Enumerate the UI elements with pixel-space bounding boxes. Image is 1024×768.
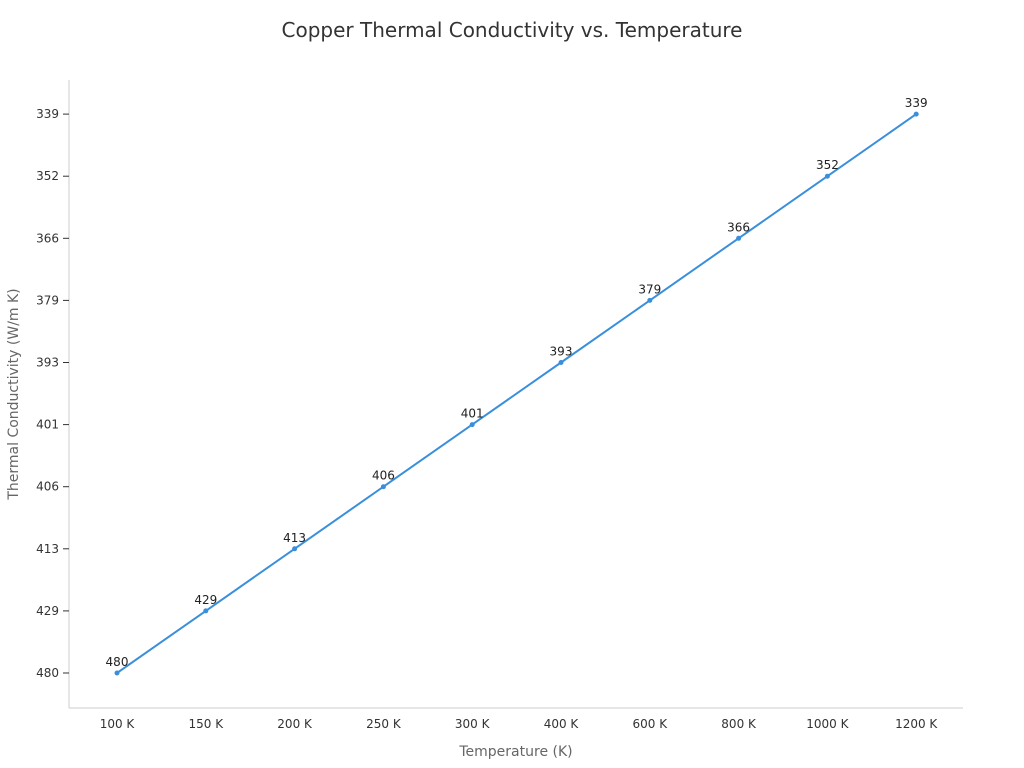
x-tick-label: 100 K bbox=[100, 717, 136, 731]
data-point bbox=[824, 173, 830, 179]
data-point bbox=[114, 670, 120, 676]
x-tick-label: 800 K bbox=[721, 717, 757, 731]
y-tick-label: 429 bbox=[36, 604, 59, 618]
y-tick-label: 413 bbox=[36, 542, 59, 556]
data-point bbox=[469, 422, 475, 428]
axes bbox=[68, 80, 963, 709]
data-point bbox=[292, 546, 298, 552]
data-label: 339 bbox=[905, 96, 928, 110]
x-tick-label: 1000 K bbox=[806, 717, 849, 731]
data-label: 480 bbox=[106, 655, 129, 669]
x-tick-label: 400 K bbox=[544, 717, 580, 731]
data-point bbox=[203, 608, 209, 614]
y-tick-label: 406 bbox=[36, 480, 59, 494]
data-point bbox=[736, 235, 742, 241]
data-label: 401 bbox=[461, 407, 484, 421]
data-label: 379 bbox=[638, 282, 661, 296]
data-point bbox=[647, 297, 653, 303]
data-label: 429 bbox=[194, 593, 217, 607]
y-tick-label: 366 bbox=[36, 231, 59, 245]
data-labels-group: 480 429 413 406 401 393 379 366 352 339 bbox=[106, 96, 928, 669]
data-label: 366 bbox=[727, 220, 750, 234]
y-tick-label: 379 bbox=[36, 293, 59, 307]
x-tick-label: 250 K bbox=[366, 717, 402, 731]
x-tick-label: 300 K bbox=[455, 717, 491, 731]
y-tick-label: 480 bbox=[36, 666, 59, 680]
chart-title: Copper Thermal Conductivity vs. Temperat… bbox=[281, 18, 743, 42]
data-label: 393 bbox=[550, 345, 573, 359]
data-point bbox=[380, 484, 386, 490]
x-tick-label: 200 K bbox=[277, 717, 313, 731]
y-tick-label: 393 bbox=[36, 356, 59, 370]
data-label: 352 bbox=[816, 158, 839, 172]
y-axis-title: Thermal Conductivity (W/m K) bbox=[6, 288, 22, 500]
y-tick-label: 401 bbox=[36, 418, 59, 432]
data-label: 413 bbox=[283, 531, 306, 545]
x-axis-ticks: 100 K 150 K 200 K 250 K 300 K 400 K 600 K 800 K… bbox=[100, 717, 939, 731]
data-label: 406 bbox=[372, 469, 395, 483]
data-point bbox=[913, 111, 919, 117]
x-axis-title: Temperature (K) bbox=[458, 744, 572, 760]
y-axis-ticks: 480 429 413 406 401 393 379 366 352 339 bbox=[36, 107, 69, 680]
series-line bbox=[116, 113, 917, 674]
y-tick-label: 339 bbox=[36, 107, 59, 121]
series-group bbox=[114, 111, 919, 676]
x-tick-label: 600 K bbox=[633, 717, 669, 731]
x-tick-label: 150 K bbox=[189, 717, 225, 731]
data-point bbox=[558, 360, 564, 365]
x-tick-label: 1200 K bbox=[895, 717, 938, 731]
y-tick-label: 352 bbox=[36, 169, 59, 183]
